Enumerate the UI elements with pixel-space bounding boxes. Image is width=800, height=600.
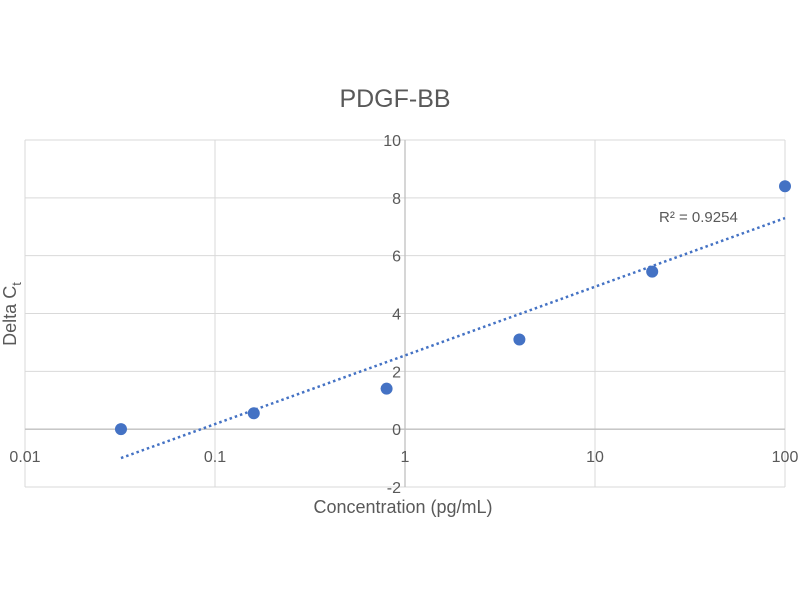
y-tick-label-6: 10 <box>383 133 401 150</box>
y-tick-label-0: -2 <box>387 480 401 497</box>
x-tick-label-1: 0.1 <box>204 449 226 466</box>
x-tick-label-4: 100 <box>772 449 799 466</box>
data-point-0-4 <box>646 265 659 278</box>
y-axis-label: Delta Ct <box>0 282 24 346</box>
x-tick-label-3: 10 <box>586 449 604 466</box>
data-point-0-0 <box>114 423 127 436</box>
data-point-0-3 <box>513 333 526 346</box>
chart-title: PDGF-BB <box>339 85 450 113</box>
y-tick-label-4: 6 <box>392 249 401 266</box>
x-tick-label-0: 0.01 <box>9 449 40 466</box>
data-point-0-2 <box>380 382 393 395</box>
data-point-0-1 <box>247 407 260 420</box>
r-squared-label: R² = 0.9254 <box>659 209 738 226</box>
y-tick-label-3: 4 <box>392 307 401 324</box>
trendline <box>120 216 786 460</box>
y-axis-label-main: Delta C <box>0 286 20 346</box>
x-axis-label: Concentration (pg/mL) <box>313 497 492 517</box>
x-tick-label-2: 1 <box>401 449 410 466</box>
y-tick-label-5: 8 <box>392 191 401 208</box>
tick-label-layer: -2 0 2 4 6 8 10 0.01 0.1 1 10 100 <box>9 133 798 497</box>
y-axis-label-subscript: t <box>9 282 24 286</box>
trendline-layer <box>120 216 786 460</box>
point-layer <box>114 180 791 436</box>
y-tick-label-1: 0 <box>392 422 401 439</box>
axis-layer <box>25 140 785 487</box>
y-tick-label-2: 2 <box>392 364 401 381</box>
data-point-0-5 <box>779 180 791 193</box>
